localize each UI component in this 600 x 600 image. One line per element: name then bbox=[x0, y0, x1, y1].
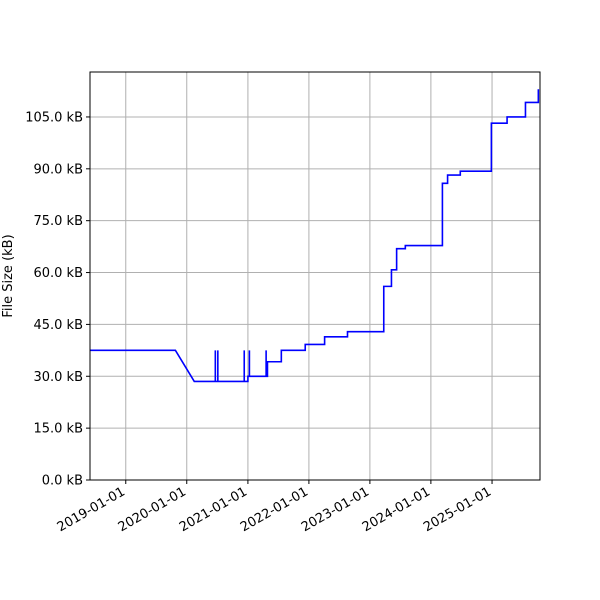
y-tick-label: 105.0 kB bbox=[25, 110, 83, 125]
y-tick-label: 30.0 kB bbox=[33, 370, 83, 385]
y-tick-label: 45.0 kB bbox=[33, 318, 83, 333]
y-axis: 0.0 kB 15.0 kB 30.0 kB 45.0 kB 60.0 kB 75.0 k… bbox=[25, 110, 90, 489]
y-tick-label: 15.0 kB bbox=[33, 422, 83, 437]
plot-frame bbox=[89, 71, 541, 481]
plot-area bbox=[90, 72, 540, 480]
y-tick-label: 75.0 kB bbox=[33, 214, 83, 229]
y-tick-label: 90.0 kB bbox=[33, 162, 83, 177]
y-tick-label: 0.0 kB bbox=[42, 474, 83, 489]
y-axis-label: File Size (kB) bbox=[1, 234, 16, 317]
y-tick-label: 60.0 kB bbox=[33, 266, 83, 281]
series-line bbox=[90, 89, 540, 383]
series-layer bbox=[90, 89, 540, 383]
